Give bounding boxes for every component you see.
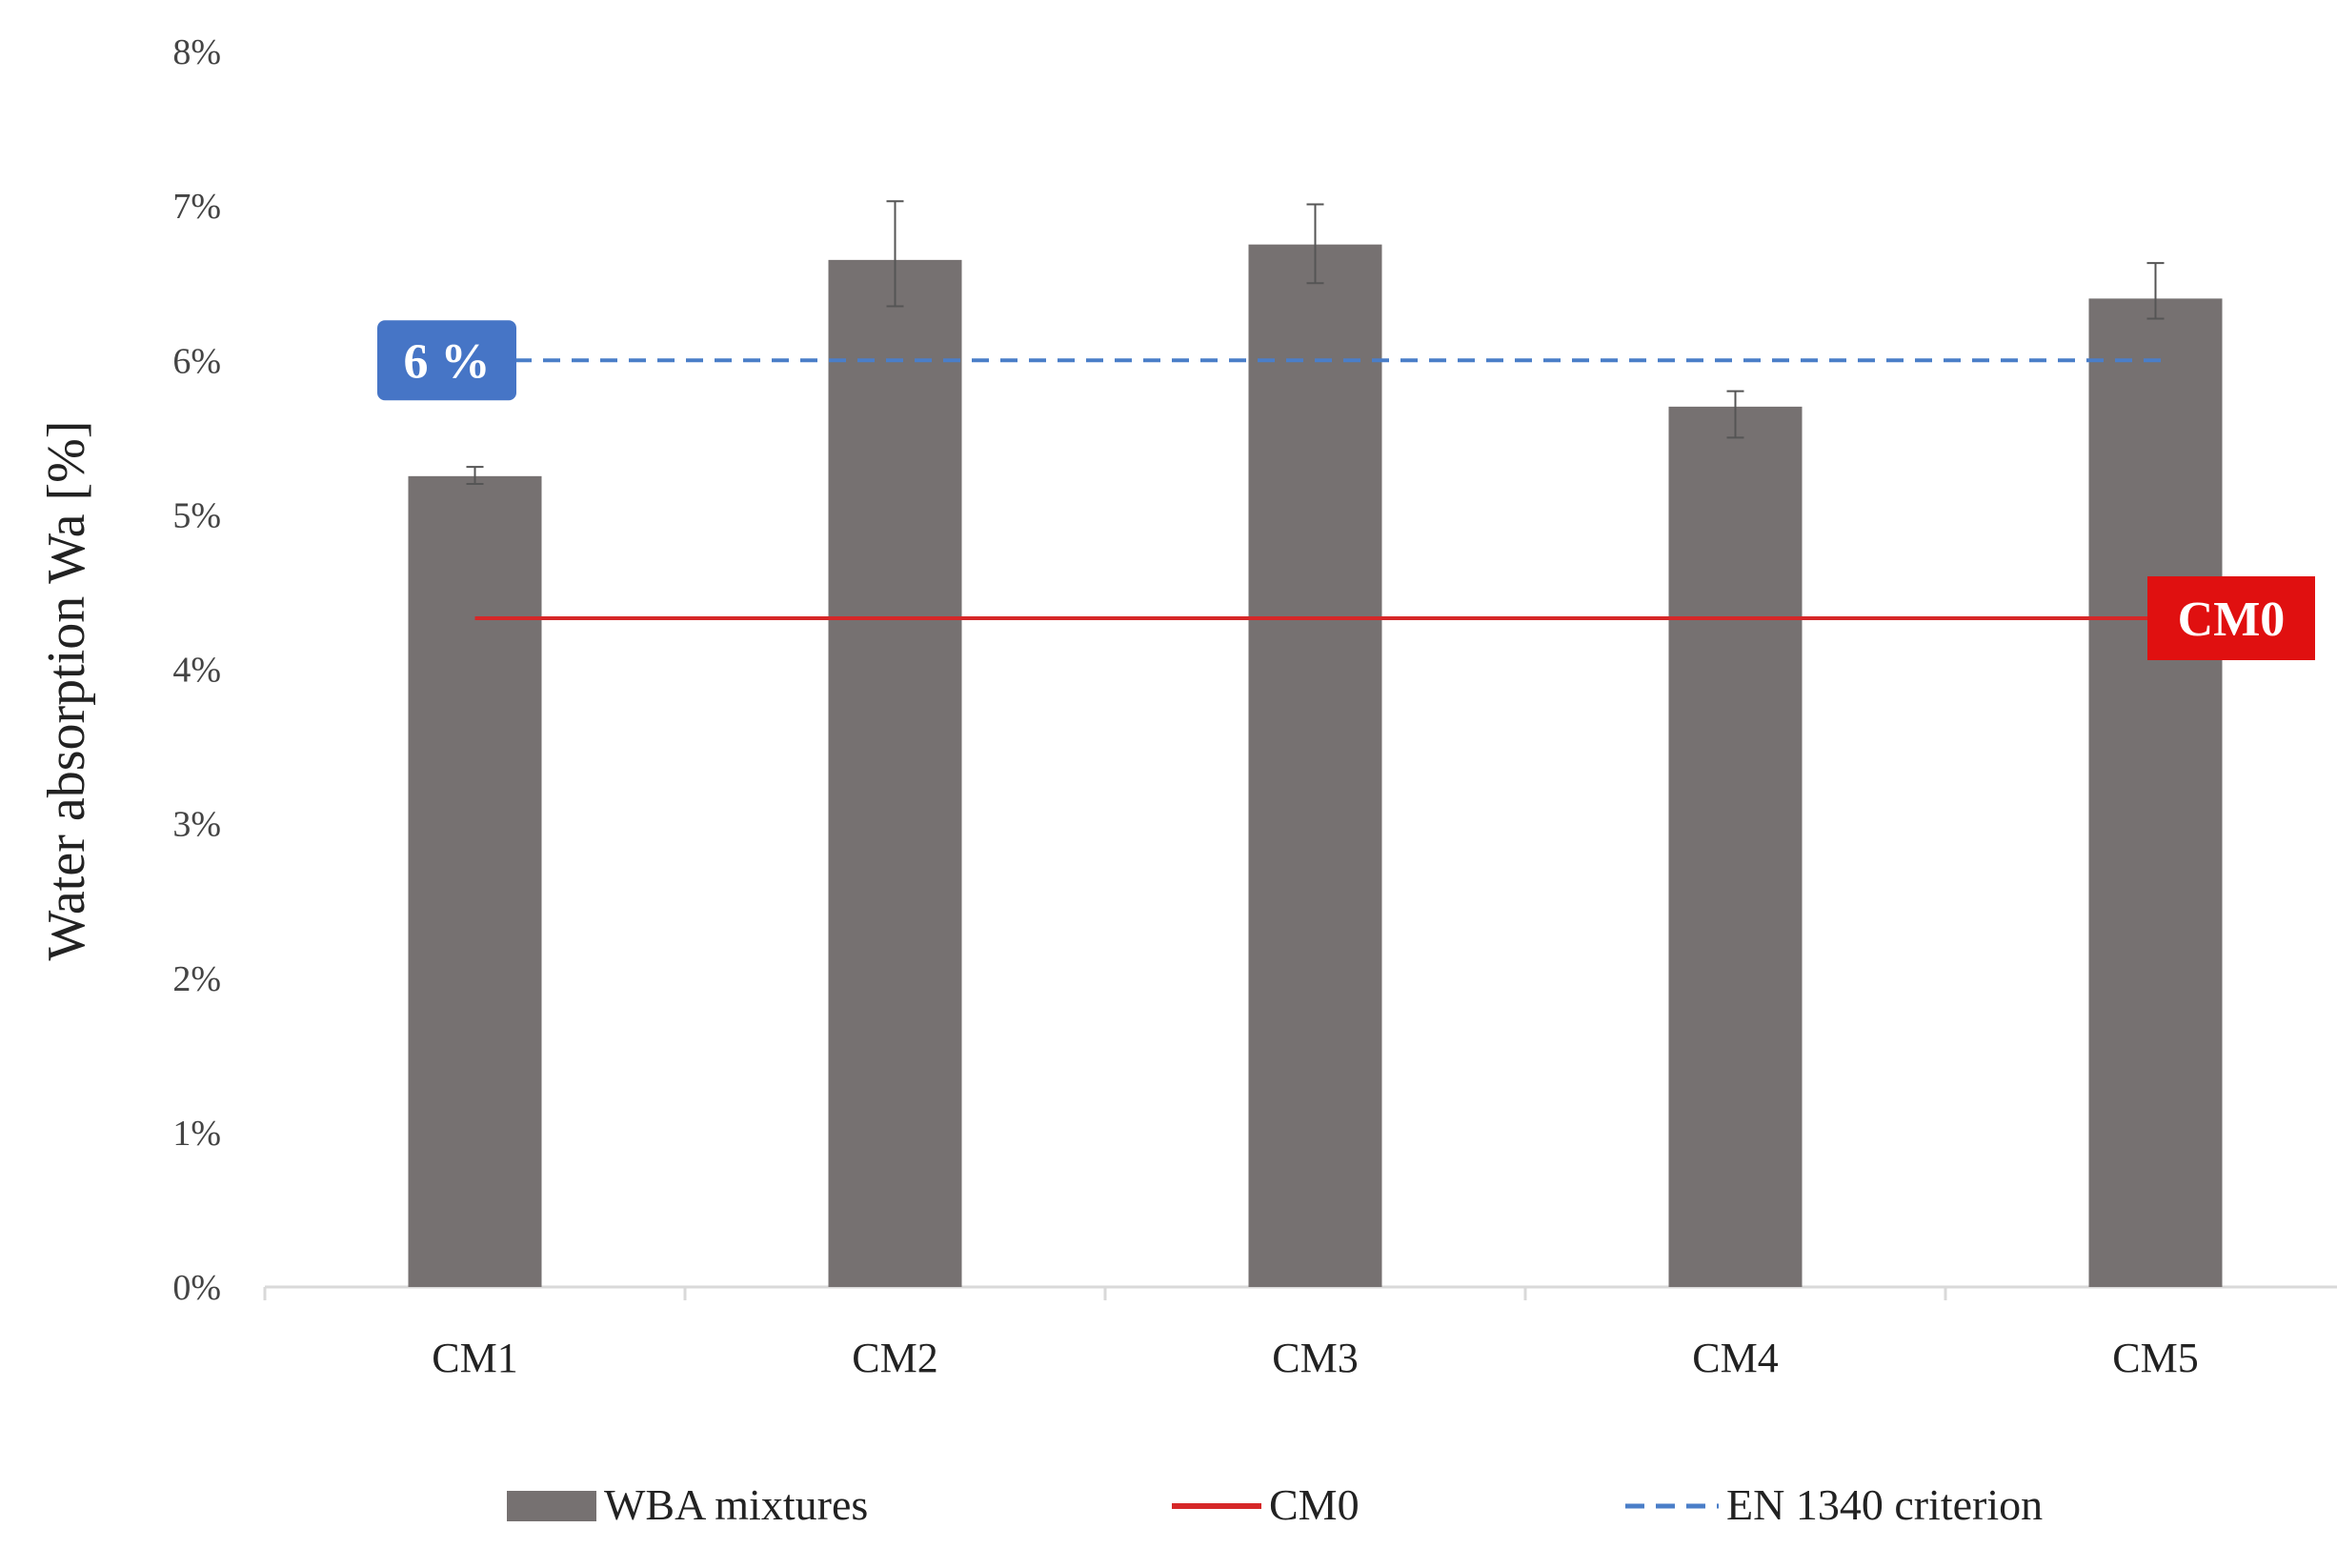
y-tick-label: 8% bbox=[172, 32, 221, 72]
badges: CM0 6 % bbox=[377, 320, 2315, 660]
y-axis-ticks: 0% 1% 2% 3% 4% 5% 6% 7% 8% bbox=[172, 32, 221, 1308]
legend: WBA mixtures CM0 EN 1340 criterion bbox=[507, 1480, 2043, 1529]
cm0-badge-label: CM0 bbox=[2178, 593, 2286, 647]
cm0-badge bbox=[2147, 575, 2315, 660]
criterion-badge-label: 6 % bbox=[404, 334, 491, 389]
error-bars bbox=[466, 200, 2165, 485]
y-tick-label: 6% bbox=[172, 341, 221, 381]
y-tick-label: 0% bbox=[172, 1268, 221, 1308]
x-tick-label: CM2 bbox=[852, 1335, 937, 1381]
x-tick-label: CM4 bbox=[1692, 1335, 1778, 1381]
y-tick-label: 3% bbox=[172, 805, 221, 845]
bar-cm3 bbox=[1248, 244, 1382, 1287]
x-tick-label: CM3 bbox=[1272, 1335, 1358, 1381]
y-tick-label: 1% bbox=[172, 1114, 221, 1154]
bars bbox=[408, 244, 2223, 1287]
bar-cm5 bbox=[2088, 298, 2223, 1287]
legend-label-criterion: EN 1340 criterion bbox=[1726, 1480, 2043, 1529]
reference-lines bbox=[457, 358, 2163, 620]
y-tick-label: 5% bbox=[172, 495, 221, 535]
criterion-badge bbox=[377, 320, 516, 401]
legend-label-wba: WBA mixtures bbox=[604, 1480, 868, 1529]
y-tick-label: 2% bbox=[172, 959, 221, 999]
bar-cm2 bbox=[828, 259, 962, 1287]
y-tick-label: 7% bbox=[172, 187, 221, 227]
legend-label-cm0: CM0 bbox=[1269, 1480, 1360, 1529]
y-tick-label: 4% bbox=[172, 651, 221, 691]
x-axis bbox=[263, 1285, 2337, 1300]
bar-cm1 bbox=[408, 475, 542, 1287]
y-axis-title: Water absorption Wa [%] bbox=[37, 421, 96, 961]
x-tick-label: CM5 bbox=[2112, 1335, 2198, 1381]
category-labels: CM1 CM2 CM3 CM4 CM5 bbox=[432, 1335, 2198, 1381]
x-tick-label: CM1 bbox=[432, 1335, 517, 1381]
bar-cm4 bbox=[1668, 406, 1803, 1287]
legend-swatch-wba bbox=[507, 1491, 596, 1521]
